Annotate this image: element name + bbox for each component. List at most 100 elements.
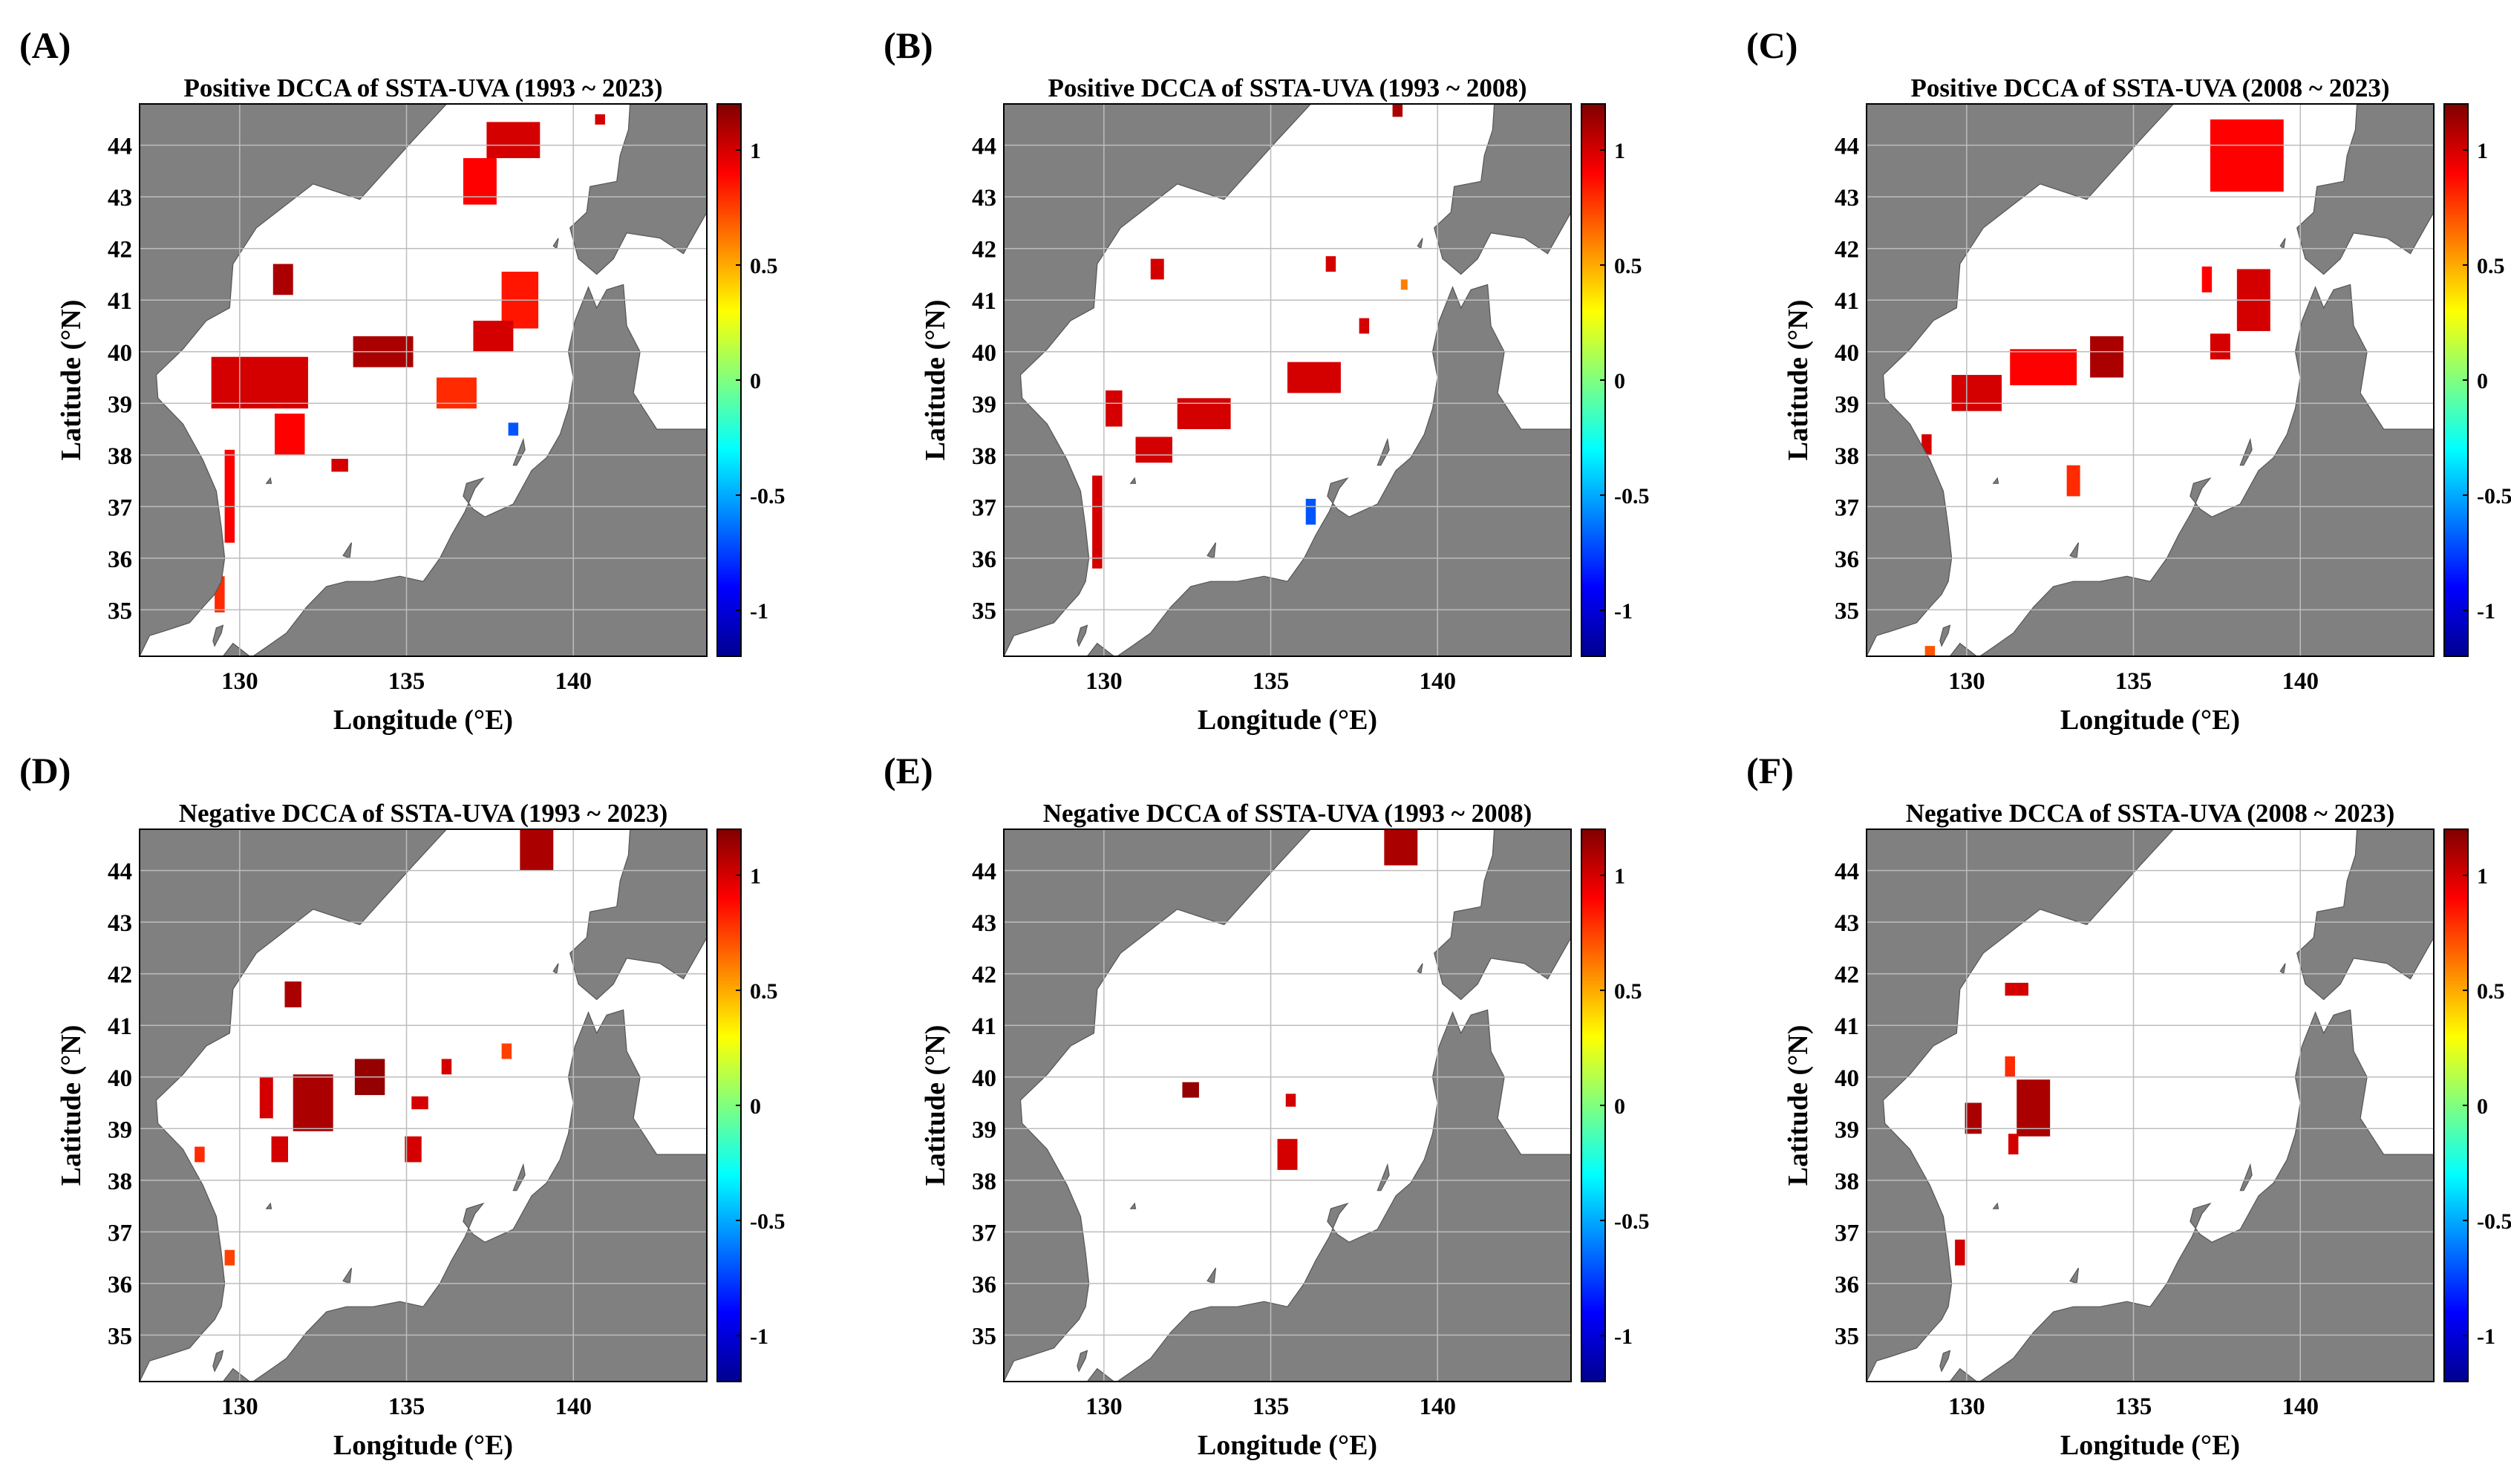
heatmap-cell: [1106, 390, 1123, 427]
map-area: [140, 104, 707, 656]
heatmap-cell: [2005, 982, 2028, 996]
y-tick-label: 40: [972, 340, 996, 367]
heatmap-cell: [405, 1136, 422, 1163]
y-tick-label: 39: [108, 1117, 132, 1143]
x-tick-label: 135: [1253, 1393, 1290, 1420]
land-sado: [512, 1163, 526, 1192]
heatmap-cell: [1924, 646, 1936, 656]
x-axis-label: Longitude (°E): [333, 1430, 513, 1461]
heatmap-cell: [1965, 1102, 1982, 1134]
y-tick-label: 39: [1835, 1117, 1859, 1143]
panel-title: Negative DCCA of SSTA-UVA (1993 ~ 2023): [179, 799, 668, 828]
colorbar-tick-label: -1: [2477, 1324, 2495, 1349]
panel-label: (E): [884, 750, 933, 791]
colorbar-tick-label: 0: [2477, 1094, 2488, 1119]
heatmap-cell: [2005, 1056, 2015, 1077]
land-okushiri: [1417, 238, 1423, 249]
land-oki: [1206, 1267, 1216, 1284]
y-tick-label: 39: [972, 391, 996, 418]
x-tick-label: 135: [1253, 668, 1290, 695]
colorbar-tick-label: -1: [750, 1324, 768, 1349]
land-oki: [2069, 542, 2079, 559]
heatmap-cell: [441, 1059, 452, 1075]
land-tsushima: [1939, 1350, 1951, 1373]
colorbar-tick-label: 0: [1614, 369, 1625, 393]
map-frame: [1866, 103, 2435, 657]
panel: (E) Negative DCCA of SSTA-UVA (1993 ~ 200…: [884, 750, 1650, 1461]
land-ulleung: [265, 1202, 272, 1209]
heatmap-cell: [486, 122, 541, 159]
colorbar-tick-label: 0: [2477, 369, 2488, 393]
y-tick-label: 38: [972, 1168, 996, 1195]
colorbar-tick-label: -0.5: [1614, 1209, 1650, 1234]
x-axis-label: Longitude (°E): [2060, 705, 2240, 736]
land-ulleung: [265, 477, 272, 484]
land-okushiri: [1417, 963, 1423, 975]
heatmap-cell: [1287, 362, 1341, 393]
y-tick-label: 41: [1835, 1013, 1859, 1040]
heatmap-cell: [1305, 498, 1316, 525]
y-tick-label: 35: [108, 598, 132, 624]
panel-label: (F): [1746, 750, 1794, 791]
x-tick-label: 140: [555, 668, 592, 695]
map-frame: [1003, 103, 1572, 657]
x-axis-label: Longitude (°E): [2060, 1430, 2240, 1461]
panel-title: Positive DCCA of SSTA-UVA (1993 ~ 2008): [1048, 73, 1527, 102]
y-tick-label: 39: [972, 1117, 996, 1143]
y-tick-label: 36: [1835, 1272, 1859, 1298]
land-honshu: [1116, 284, 1571, 656]
land-honshu: [1116, 1009, 1571, 1382]
y-tick-label: 37: [972, 1220, 996, 1246]
land-kyushu: [1086, 1367, 1115, 1382]
heatmap-cell: [1359, 318, 1370, 334]
heatmap-cell: [473, 321, 514, 352]
map-frame: [139, 103, 708, 657]
colorbar-tick-label: 1: [750, 139, 761, 163]
x-tick-label: 130: [1948, 1393, 1985, 1420]
map-area: [1867, 829, 2434, 1382]
land-hokkaido: [2296, 104, 2434, 275]
land-sado: [2239, 1163, 2253, 1192]
colorbar-tick-label: 1: [2477, 139, 2488, 163]
x-axis-label: Longitude (°E): [1198, 1430, 1377, 1461]
land-okushiri: [2279, 963, 2286, 975]
y-axis-label: Latitude (°N): [1783, 1025, 1814, 1186]
panel-label: (A): [19, 24, 71, 66]
y-axis-label: Latitude (°N): [56, 300, 87, 461]
y-tick-label: 35: [108, 1323, 132, 1350]
x-tick-label: 130: [221, 668, 258, 695]
heatmap-cell: [2201, 267, 2213, 292]
heatmap-cell: [259, 1076, 273, 1119]
x-tick-label: 140: [2282, 668, 2319, 695]
heatmap-cell: [2017, 1079, 2051, 1137]
y-tick-label: 41: [972, 1013, 996, 1040]
y-tick-label: 42: [972, 962, 996, 989]
colorbar-tick-label: -1: [1614, 599, 1633, 624]
heatmap-cell: [2008, 1134, 2019, 1155]
land-kyushu: [222, 1367, 251, 1382]
heatmap-cell: [1285, 1094, 1296, 1107]
land-tsushima: [1939, 624, 1951, 647]
land-kyushu: [222, 642, 251, 656]
heatmap-cell: [211, 356, 308, 409]
panel: (A) Positive DCCA of SSTA-UVA (1993 ~ 202…: [19, 24, 786, 736]
colorbar-tick-label: -1: [750, 599, 768, 624]
colorbar-tick-label: 0: [750, 369, 761, 393]
y-tick-label: 36: [108, 546, 132, 573]
y-tick-label: 35: [1835, 598, 1859, 624]
heatmap-cell: [2210, 119, 2284, 192]
y-tick-label: 43: [972, 185, 996, 212]
land-honshu: [1979, 1009, 2434, 1382]
land-oki: [1206, 542, 1216, 559]
y-tick-label: 44: [972, 134, 996, 160]
colorbar-tick-label: -1: [1614, 1324, 1633, 1349]
colorbar-tick-label: 0: [1614, 1094, 1625, 1119]
map-frame: [139, 828, 708, 1382]
heatmap-cell: [1951, 375, 2002, 411]
heatmap-cell: [195, 1146, 205, 1163]
map-area: [1867, 104, 2434, 656]
panel-title: Positive DCCA of SSTA-UVA (1993 ~ 2023): [184, 73, 663, 102]
heatmap-cell: [275, 414, 305, 455]
heatmap-cell: [293, 1074, 333, 1131]
